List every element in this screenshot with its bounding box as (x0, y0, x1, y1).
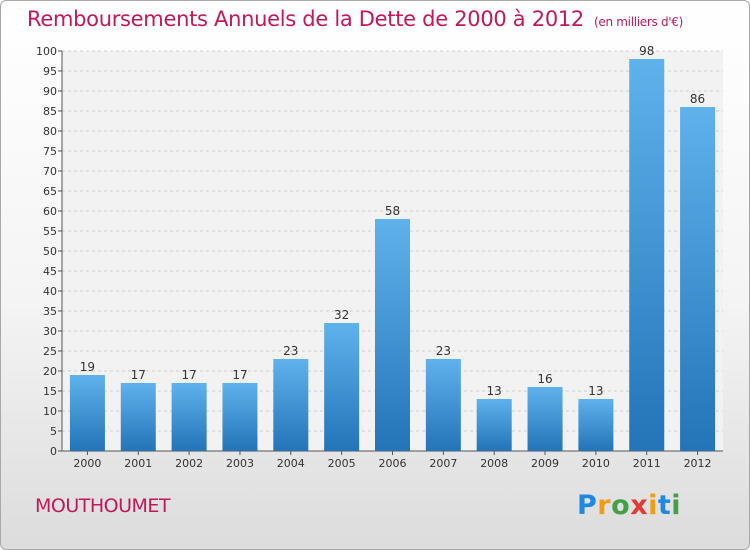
logo-letter: x (630, 490, 649, 521)
bar (171, 383, 207, 451)
bar (324, 323, 360, 451)
logo-letter: P (577, 490, 598, 521)
y-tick-label: 80 (43, 125, 57, 138)
bar-value-label: 58 (385, 204, 400, 218)
bar (375, 219, 410, 451)
x-tick-label: 2006 (379, 457, 407, 470)
y-tick-label: 35 (43, 305, 57, 318)
chart-subtitle: (en milliers d'€) (594, 15, 684, 29)
x-tick-label: 2011 (633, 457, 661, 470)
bar-value-label: 13 (588, 384, 603, 398)
logo-letter: i (671, 490, 682, 521)
logo-letter: o (611, 490, 631, 521)
y-tick-label: 75 (43, 145, 57, 158)
bar-value-label: 23 (436, 344, 451, 358)
bar (527, 387, 563, 451)
x-tick-label: 2001 (124, 457, 152, 470)
x-tick-label: 2008 (480, 457, 508, 470)
y-tick-label: 50 (43, 245, 57, 258)
y-tick-label: 30 (43, 325, 57, 338)
logo-letter: r (597, 490, 612, 521)
town-name: MOUTHOUMET (35, 495, 171, 517)
logo-letter: t (657, 490, 672, 521)
proxiti-logo: Proxiti (577, 490, 681, 521)
y-tick-label: 10 (43, 405, 57, 418)
y-tick-label: 65 (43, 185, 57, 198)
chart-title: Remboursements Annuels de la Dette de 20… (27, 7, 683, 31)
y-tick-label: 85 (43, 105, 57, 118)
bar (222, 383, 258, 451)
y-tick-label: 20 (43, 365, 57, 378)
bar (69, 375, 105, 451)
bar-value-label: 13 (487, 384, 502, 398)
bar-value-label: 16 (537, 372, 552, 386)
y-tick-label: 70 (43, 165, 57, 178)
bar-value-label: 17 (131, 368, 146, 382)
bar-value-label: 17 (181, 368, 196, 382)
y-tick-label: 25 (43, 345, 57, 358)
chart-title-text: Remboursements Annuels de la Dette de 20… (27, 7, 584, 31)
y-tick-label: 60 (43, 205, 57, 218)
bar-value-label: 86 (690, 92, 705, 106)
bar-value-label: 19 (80, 360, 95, 374)
y-tick-label: 90 (43, 85, 57, 98)
bar-value-label: 98 (639, 44, 654, 58)
bar (120, 383, 156, 451)
x-tick-label: 2010 (582, 457, 610, 470)
x-tick-label: 2012 (684, 457, 712, 470)
y-tick-label: 5 (50, 425, 57, 438)
y-tick-label: 40 (43, 285, 57, 298)
x-tick-label: 2003 (226, 457, 254, 470)
bar (680, 107, 716, 451)
bar (425, 359, 461, 451)
x-tick-label: 2009 (531, 457, 559, 470)
x-tick-label: 2005 (328, 457, 356, 470)
y-tick-label: 45 (43, 265, 57, 278)
y-tick-label: 95 (43, 65, 57, 78)
bar (629, 59, 665, 451)
x-tick-label: 2007 (429, 457, 457, 470)
bar-value-label: 17 (232, 368, 247, 382)
y-tick-label: 100 (36, 45, 57, 58)
bar (476, 399, 512, 451)
x-tick-label: 2004 (277, 457, 305, 470)
y-tick-label: 55 (43, 225, 57, 238)
x-tick-label: 2000 (73, 457, 101, 470)
y-tick-label: 15 (43, 385, 57, 398)
bar-value-label: 23 (283, 344, 298, 358)
y-tick-label: 0 (50, 445, 57, 458)
logo-letter: i (648, 490, 658, 521)
bar-value-label: 32 (334, 308, 349, 322)
x-tick-label: 2002 (175, 457, 203, 470)
bar (578, 399, 614, 451)
bar (273, 359, 309, 451)
